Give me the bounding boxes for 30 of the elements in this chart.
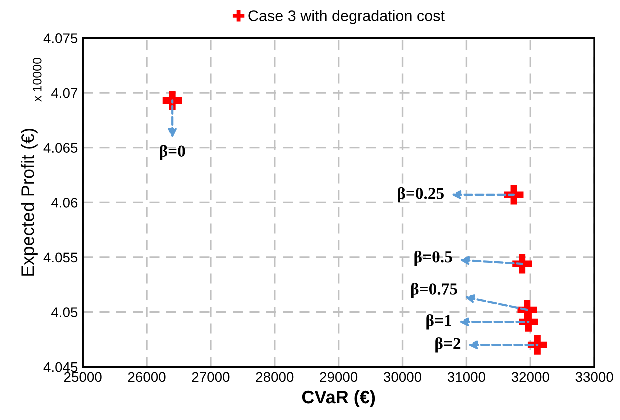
x-axis-title: CVaR (€)	[302, 390, 376, 408]
point	[512, 254, 532, 274]
x-tick-label: 26000	[128, 372, 166, 382]
y-tick-label: 4.055	[44, 252, 78, 263]
point	[528, 335, 548, 355]
y-tick-label: 4.075	[44, 34, 78, 44]
annotation: β=0.5	[414, 250, 452, 266]
y-tick-label: 4.065	[44, 143, 78, 154]
legend-label: Case 3 with degradation cost	[248, 10, 445, 24]
point	[519, 312, 538, 332]
text: x 10000	[32, 58, 42, 102]
y-axis-title: Expected Profit (€)	[21, 129, 38, 276]
x-tick-label: 27000	[192, 372, 230, 382]
annotation: β=0	[160, 145, 186, 160]
x-tick-label: 30000	[384, 372, 422, 382]
annotation: β=2	[436, 338, 461, 353]
y-tick-label: 4.06	[52, 198, 78, 208]
y-tick-label: 4.05	[52, 308, 78, 318]
x-tick-label: 33000	[576, 372, 614, 382]
annotation: β=0.75	[412, 282, 458, 298]
y-tick-label: 4.045	[44, 362, 78, 372]
x-tick-label: 31000	[448, 372, 486, 382]
x-tick-label: 28000	[256, 372, 294, 382]
x-tick-label: 32000	[512, 372, 550, 382]
annotation: β=0.25	[398, 187, 444, 203]
y-tick-label: 4.07	[52, 88, 78, 98]
point	[162, 90, 182, 110]
x-tick-label: 29000	[320, 372, 358, 382]
x-tick-label: 25000	[64, 372, 102, 382]
annotation: β=1	[426, 314, 452, 330]
